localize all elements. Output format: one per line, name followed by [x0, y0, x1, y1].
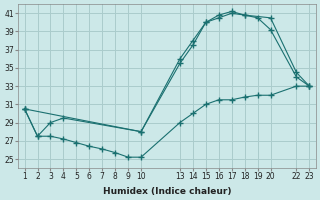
X-axis label: Humidex (Indice chaleur): Humidex (Indice chaleur)	[103, 187, 231, 196]
